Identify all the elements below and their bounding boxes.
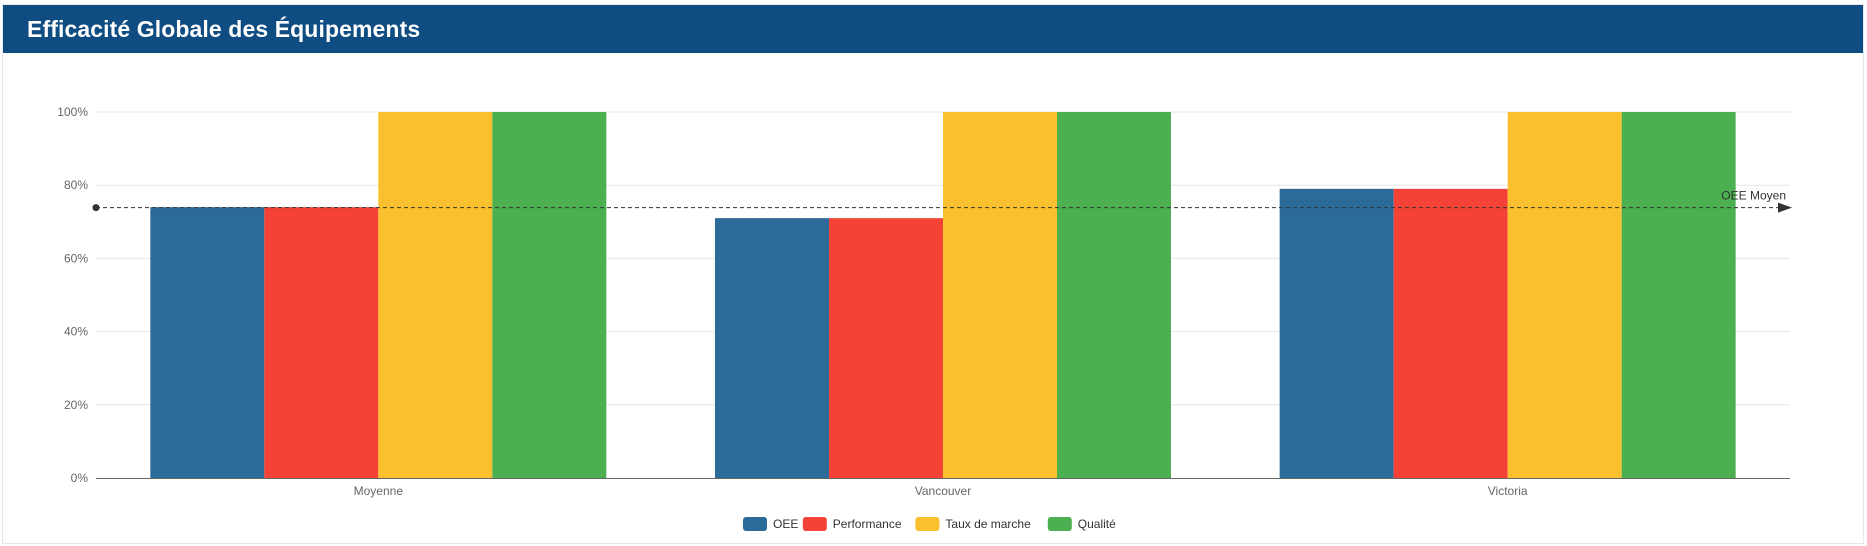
y-tick-label: 60%: [64, 251, 88, 265]
legend-swatch[interactable]: [915, 517, 940, 531]
legend-item-label[interactable]: Performance: [833, 517, 902, 531]
reference-line-arrow-icon: [1778, 202, 1792, 213]
bar-moyenne-performance[interactable]: [264, 207, 379, 478]
bar-vancouver-qualité[interactable]: [1057, 112, 1171, 478]
y-tick-label: 40%: [64, 325, 88, 339]
legend-item-label[interactable]: OEE: [773, 517, 798, 531]
legend-swatch[interactable]: [1047, 517, 1072, 531]
bar-moyenne-qualité[interactable]: [492, 112, 607, 478]
bar-vancouver-performance[interactable]: [829, 218, 943, 478]
y-tick-label: 100%: [57, 105, 88, 119]
bar-vancouver-oee[interactable]: [715, 218, 829, 478]
bar-victoria-oee[interactable]: [1279, 188, 1394, 479]
y-tick-label: 20%: [64, 398, 88, 412]
x-tick-label: Victoria: [1488, 484, 1528, 498]
panel-header: Efficacité Globale des Équipements: [3, 5, 1863, 53]
bar-moyenne-oee[interactable]: [150, 207, 265, 478]
bar-victoria-taux-de-marche[interactable]: [1507, 112, 1622, 478]
bar-victoria-qualité[interactable]: [1621, 112, 1736, 478]
y-tick-label: 80%: [64, 178, 88, 192]
y-tick-label: 0%: [71, 471, 89, 485]
legend-item-label[interactable]: Taux de marche: [945, 517, 1031, 531]
x-tick-label: Vancouver: [915, 484, 971, 498]
x-tick-label: Moyenne: [354, 484, 404, 498]
page-title: Efficacité Globale des Équipements: [27, 15, 421, 42]
legend-swatch[interactable]: [802, 517, 827, 531]
bar-vancouver-taux-de-marche[interactable]: [943, 112, 1057, 478]
bar-victoria-performance[interactable]: [1393, 188, 1508, 479]
legend-swatch[interactable]: [743, 517, 767, 531]
bar-moyenne-taux-de-marche[interactable]: [378, 112, 493, 478]
legend-item-label[interactable]: Qualité: [1078, 517, 1116, 531]
reference-line-label: OEE Moyen: [1721, 189, 1786, 203]
